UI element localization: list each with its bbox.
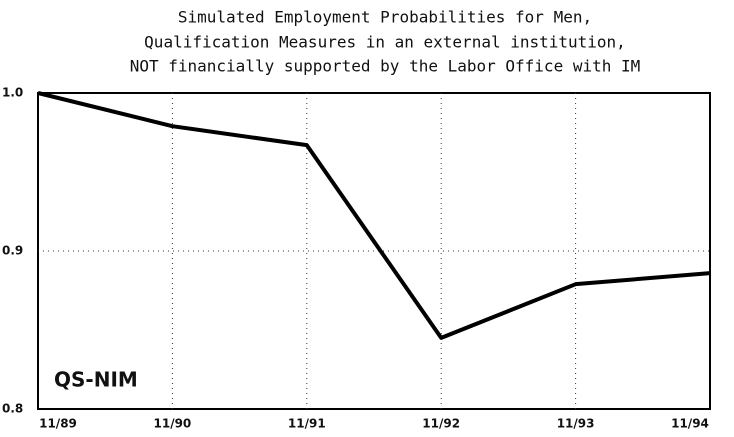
x-tick-label: 11/93 (557, 417, 595, 431)
y-tick-label: 0.9 (2, 244, 23, 258)
x-tick-label: 11/91 (288, 417, 326, 431)
data-line (37, 91, 711, 340)
chart-title: Qualification Measures in an external in… (144, 33, 626, 52)
chart-title: Simulated Employment Probabilities for M… (178, 8, 592, 27)
y-tick-label: 0.8 (2, 402, 23, 416)
chart-title: NOT financially supported by the Labor O… (130, 57, 641, 76)
y-tick-label: 1.0 (2, 86, 23, 100)
x-tick-label: 11/92 (422, 417, 460, 431)
x-tick-label: 11/89 (39, 417, 77, 431)
x-tick-label: 11/90 (154, 417, 192, 431)
annotation: QS-NIM (54, 368, 138, 392)
x-tick-label: 11/94 (671, 417, 709, 431)
